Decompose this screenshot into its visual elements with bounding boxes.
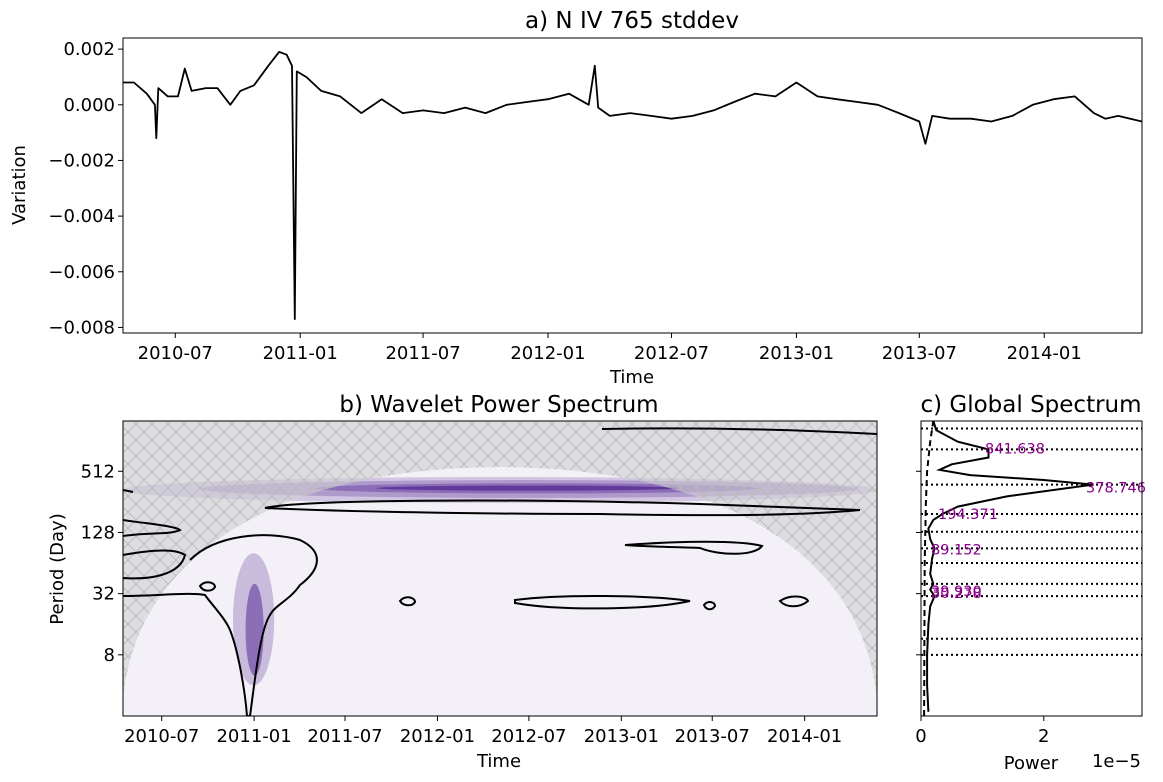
significance-contour xyxy=(398,596,417,607)
panel-a-title: a) N IV 765 stddev xyxy=(525,8,739,34)
cone-of-influence-hatch xyxy=(123,421,877,716)
peak-label: 39.930 xyxy=(931,584,982,600)
y-tick-label: −0.006 xyxy=(48,262,115,283)
x-tick-label: 2 xyxy=(1038,726,1049,747)
panel-c-x-scale: 1e−5 xyxy=(1092,751,1141,772)
peak-label: 378.746 xyxy=(1086,481,1146,497)
panel-a-xlabel: Time xyxy=(609,367,654,388)
panel-c-title: c) Global Spectrum xyxy=(920,392,1141,418)
x-tick-label: 2014-01 xyxy=(1007,343,1082,364)
x-tick-label: 2011-01 xyxy=(263,343,338,364)
panel-a-ylabel: Variation xyxy=(9,145,30,225)
significance-contour xyxy=(123,489,134,493)
significance-contour xyxy=(624,540,764,555)
wavelet-power-region xyxy=(245,583,264,676)
x-tick-label: 2010-07 xyxy=(138,343,213,364)
panel-b-frame xyxy=(122,420,878,717)
significance-contour xyxy=(123,549,187,580)
panel-c-series xyxy=(923,421,1094,716)
x-tick-label: 2012-01 xyxy=(510,343,585,364)
panel-c-xlabel: Power xyxy=(1004,753,1059,774)
panel-a-y-ticks: 0.002 0.000 −0.002 −0.004 −0.006 −0.008 xyxy=(48,39,123,338)
panel-b-xlabel: Time xyxy=(476,751,521,772)
significance-contour xyxy=(123,519,182,537)
panel-c-peak-lines xyxy=(921,427,1142,656)
panel-b-title: b) Wavelet Power Spectrum xyxy=(339,392,658,418)
x-tick-label: 2011-01 xyxy=(216,726,291,747)
x-tick-label: 2012-07 xyxy=(634,343,709,364)
panel-c-frame xyxy=(920,420,1143,717)
y-tick-label: 128 xyxy=(81,522,115,543)
significance-contour xyxy=(601,427,877,435)
y-tick-label: −0.008 xyxy=(48,317,115,338)
y-tick-label: 8 xyxy=(104,645,115,666)
significance-contour xyxy=(778,595,810,608)
panel-c-y-ticks xyxy=(916,470,921,656)
global-spectrum-line xyxy=(926,421,1094,712)
x-tick-label: 2012-01 xyxy=(400,726,475,747)
x-tick-label: 2013-07 xyxy=(882,343,957,364)
panel-a-frame xyxy=(122,37,1143,334)
wavelet-power-region xyxy=(376,485,682,491)
significance-contour xyxy=(264,499,861,517)
significance-contour xyxy=(198,581,217,592)
panel-a-series xyxy=(123,51,1142,320)
peak-label: 30.278 xyxy=(931,586,982,602)
y-tick-label: 0.000 xyxy=(63,95,115,116)
significance-line xyxy=(923,421,935,716)
peak-label: 841.638 xyxy=(985,441,1045,457)
significance-contour xyxy=(702,601,717,611)
panel-a-x-ticks: 2010-07 2011-01 2011-07 2012-01 2012-07 2013-… xyxy=(138,333,1082,364)
panel-b-x-ticks: 2010-07 2011-01 2011-07 2012-01 2012-07 2013-… xyxy=(124,716,842,747)
y-tick-label: 512 xyxy=(81,461,115,482)
significance-contour xyxy=(123,534,318,716)
y-tick-label: −0.002 xyxy=(48,150,115,171)
panel-c: c) Global Spectrum 841.638 378.746 194.371… xyxy=(915,392,1146,774)
x-tick-label: 2010-07 xyxy=(124,726,199,747)
peak-label: 194.371 xyxy=(938,507,998,523)
x-tick-label: 2013-01 xyxy=(584,726,659,747)
significance-contours xyxy=(123,427,877,716)
x-tick-label: 2013-07 xyxy=(675,726,750,747)
panel-b-plot xyxy=(123,421,877,716)
y-tick-label: −0.004 xyxy=(48,206,115,227)
series-line-1 xyxy=(123,51,1142,320)
panel-a: a) N IV 765 stddev 2010-07 2011-01 2011-07… xyxy=(9,8,1143,388)
x-tick-label: 2014-01 xyxy=(767,726,842,747)
panel-b-y-ticks: 8 32 128 512 xyxy=(81,461,123,666)
panel-b-ylabel: Period (Day) xyxy=(47,513,68,624)
x-tick-label: 2011-07 xyxy=(307,726,382,747)
y-tick-label: 32 xyxy=(92,584,115,605)
x-tick-label: 2013-01 xyxy=(759,343,834,364)
y-tick-label: 0.002 xyxy=(63,39,115,60)
significance-contour xyxy=(514,594,691,610)
panel-b: b) Wavelet Power Spectrum 2010-07 201 xyxy=(47,392,878,772)
x-tick-label: 2011-07 xyxy=(385,343,460,364)
x-tick-label: 2012-07 xyxy=(491,726,566,747)
x-tick-label: 0 xyxy=(915,726,926,747)
peak-label: 89.152 xyxy=(931,542,982,558)
